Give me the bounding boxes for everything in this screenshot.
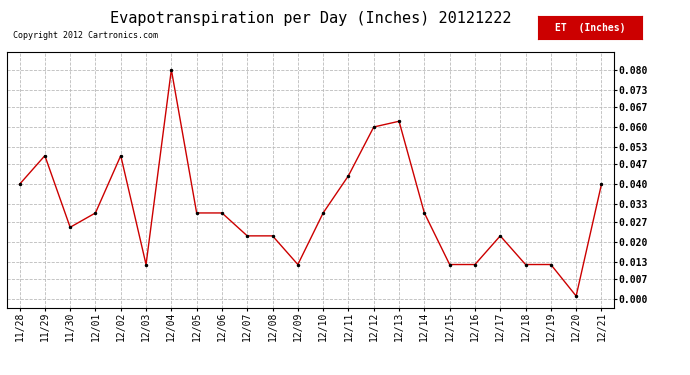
Text: ET  (Inches): ET (Inches) <box>555 23 625 33</box>
Text: Copyright 2012 Cartronics.com: Copyright 2012 Cartronics.com <box>13 31 158 40</box>
Text: Evapotranspiration per Day (Inches) 20121222: Evapotranspiration per Day (Inches) 2012… <box>110 11 511 26</box>
